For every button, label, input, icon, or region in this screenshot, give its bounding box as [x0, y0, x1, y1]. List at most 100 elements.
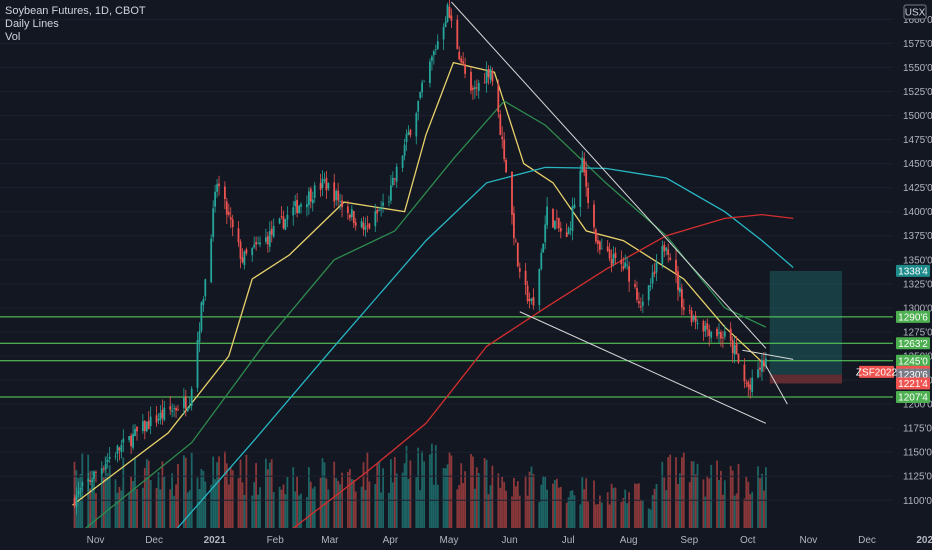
candle-body: [690, 310, 693, 323]
volume-bar: [308, 467, 310, 528]
candle-body: [485, 70, 488, 83]
volume-bar: [749, 494, 752, 528]
price-axis-tag-box: [896, 264, 930, 277]
volume-bar: [694, 474, 697, 528]
candle-body: [270, 228, 273, 235]
candle-body: [89, 480, 91, 482]
candle-body: [366, 225, 369, 227]
stop-zone[interactable]: [769, 374, 843, 384]
candle-body: [491, 71, 494, 82]
volume-bar: [136, 489, 138, 528]
candle-body: [557, 218, 560, 229]
symbol-tag[interactable]: ZSF2022: [856, 365, 898, 379]
candle-body: [393, 178, 396, 180]
volume-bar: [196, 477, 199, 528]
volume-bar: [597, 504, 599, 528]
price-axis-tag[interactable]: 1338'4: [896, 264, 930, 278]
volume-bar: [89, 488, 91, 528]
volume-bar: [745, 476, 748, 528]
volume-bar: [337, 480, 340, 528]
candle-body: [718, 332, 720, 334]
price-axis-tag[interactable]: 1245'0: [896, 354, 930, 368]
candle-body: [622, 266, 625, 269]
volume-bar: [360, 486, 363, 528]
price-tick-label: 1400'0: [903, 207, 932, 218]
candle-body: [134, 429, 136, 437]
price-tick-label: 1325'0: [903, 279, 932, 290]
trend-line[interactable]: [451, 1, 767, 349]
candle-body: [227, 212, 230, 215]
candle-body: [638, 301, 640, 304]
candle-body: [333, 182, 336, 202]
moving-average-line: [72, 61, 767, 506]
candle-body: [720, 332, 722, 339]
volume-bar: [175, 484, 177, 528]
moving-average-line: [279, 213, 794, 540]
volume-bar: [362, 462, 365, 528]
volume-bar: [149, 480, 152, 528]
candle-body: [177, 409, 179, 411]
volume-bar: [661, 461, 664, 528]
profit-zone[interactable]: [769, 270, 843, 375]
candle-body: [761, 359, 763, 372]
volume-bar: [692, 461, 695, 528]
candle-body: [311, 199, 314, 204]
candle-body: [749, 384, 752, 390]
volume-bar: [720, 470, 722, 528]
price-tick-label: 1175'0: [903, 424, 932, 435]
candle-body: [653, 271, 656, 274]
candle-body: [173, 408, 175, 410]
price-axis-tag[interactable]: 1263'2: [896, 337, 930, 350]
currency-button[interactable]: USX: [903, 4, 927, 20]
trend-line[interactable]: [765, 365, 788, 405]
candle-body: [436, 41, 439, 49]
volume-bar: [593, 480, 595, 528]
candle-body: [682, 307, 685, 310]
price-axis-tag[interactable]: 1207'4: [896, 391, 930, 404]
volume-bar: [743, 498, 746, 528]
volume-bar: [612, 487, 615, 528]
price-axis[interactable]: 1100'01125'01150'01175'01200'01225'01250…: [856, 0, 932, 550]
price-axis-tag-label: 1221'4: [898, 379, 928, 390]
candle-body: [349, 214, 351, 218]
trend-line[interactable]: [742, 349, 794, 360]
candle-body: [464, 64, 466, 74]
price-axis-tag-box: [896, 354, 930, 367]
candle-body: [542, 244, 545, 253]
candle-body: [136, 426, 138, 432]
volume-bar: [681, 457, 683, 528]
candle-body: [716, 329, 718, 337]
candle-body: [723, 331, 726, 337]
candle-body: [565, 232, 568, 237]
candle-body: [145, 421, 148, 432]
volume-bar: [159, 489, 162, 528]
candle-body: [309, 188, 312, 202]
volume-bar: [239, 459, 242, 528]
volume-bar: [579, 504, 582, 528]
price-axis-tag[interactable]: 1221'4: [896, 377, 930, 391]
trend-line[interactable]: [519, 311, 767, 424]
volume-bar: [585, 478, 588, 528]
candle-body: [501, 136, 504, 140]
candle-body: [308, 191, 310, 206]
volume-bar: [735, 493, 738, 528]
candle-body: [597, 240, 599, 244]
candle-body: [649, 285, 652, 287]
trend-lines[interactable]: [451, 1, 794, 424]
volume-bar: [706, 475, 709, 528]
price-tick-label: 1525'0: [903, 87, 932, 98]
candle-body: [272, 226, 275, 237]
price-axis-tag[interactable]: 1290'6: [896, 310, 930, 324]
horizontal-levels[interactable]: [0, 316, 893, 398]
volume-bar: [237, 478, 240, 528]
volume-bar: [391, 482, 394, 528]
candle-body: [327, 182, 330, 189]
candle-body: [132, 433, 134, 448]
volume-bar: [474, 488, 476, 528]
volume-bar: [77, 478, 80, 528]
candle-body: [595, 229, 597, 242]
long-position-tool[interactable]: [769, 270, 843, 384]
volume-bar: [282, 484, 285, 528]
time-axis[interactable]: Nov Dec 2021 Feb Mar Apr May Jun Jul Aug Sep Oct Nov…: [0, 528, 932, 550]
